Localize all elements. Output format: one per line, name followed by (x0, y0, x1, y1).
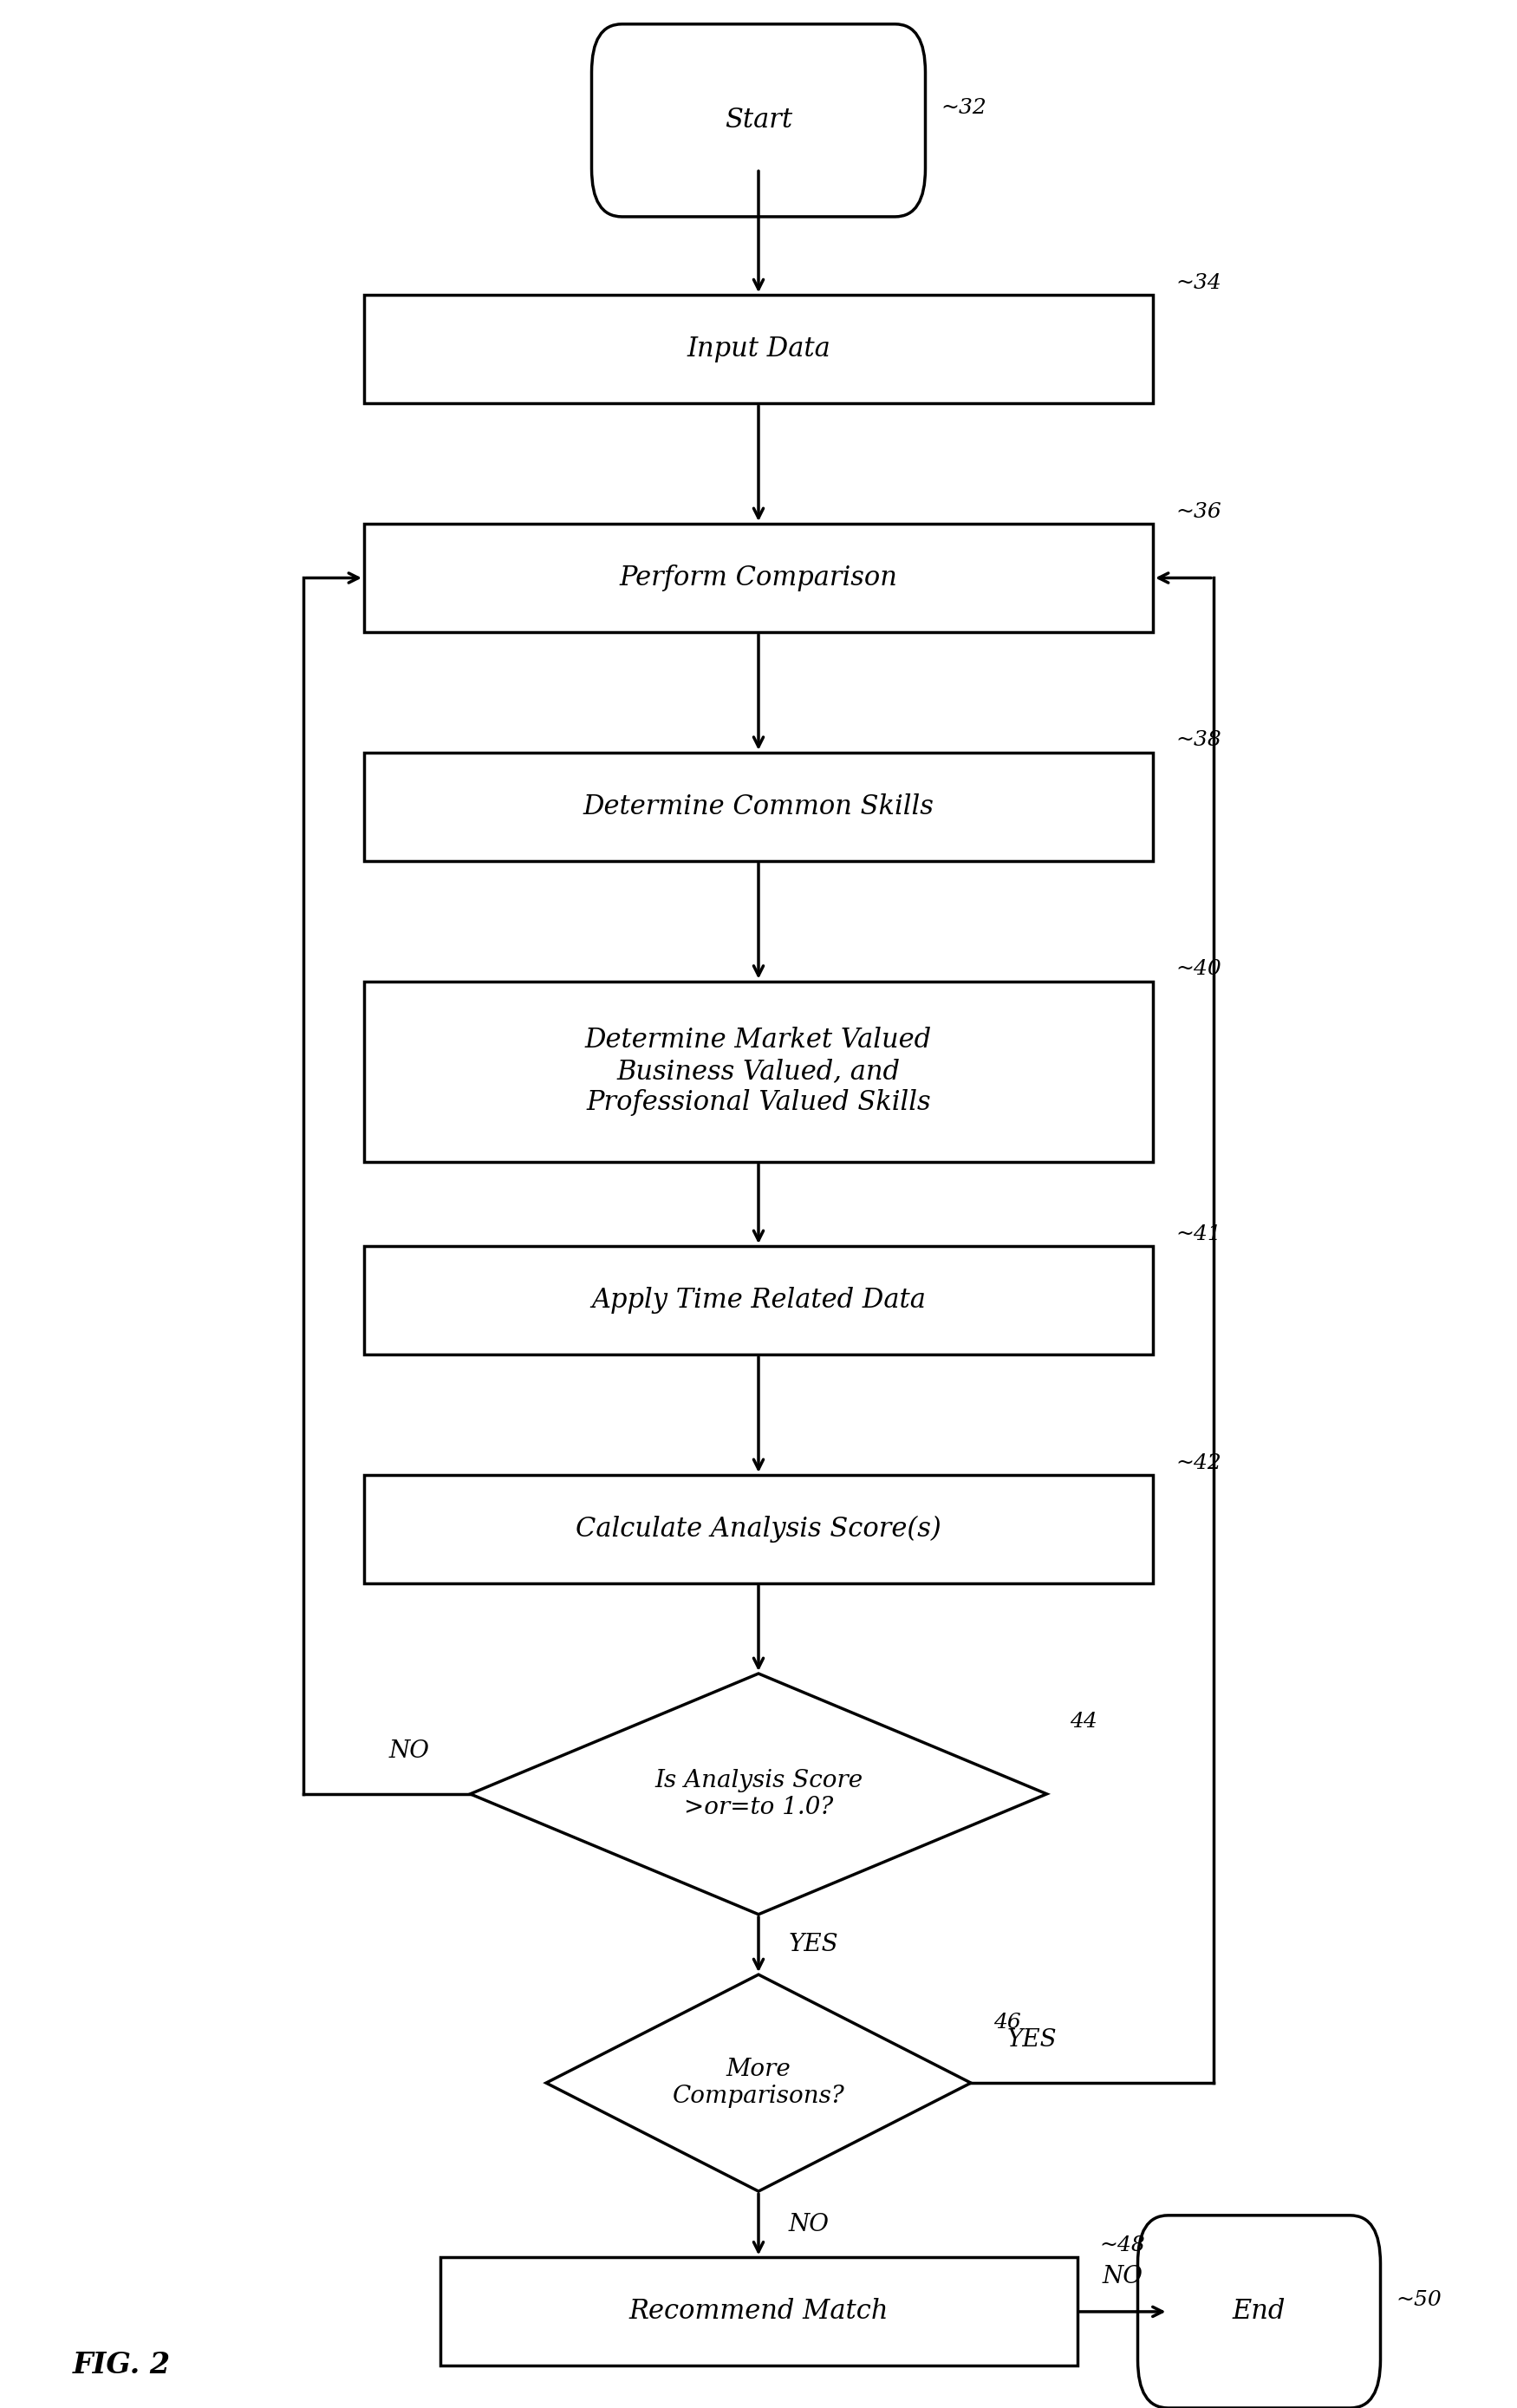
Text: ~42: ~42 (1176, 1452, 1221, 1474)
FancyBboxPatch shape (440, 2259, 1077, 2365)
Text: Determine Common Skills: Determine Common Skills (583, 792, 934, 821)
Text: 44: 44 (1069, 1712, 1097, 1731)
FancyBboxPatch shape (364, 982, 1153, 1163)
FancyBboxPatch shape (592, 24, 925, 217)
FancyBboxPatch shape (1138, 2215, 1380, 2408)
Text: ~36: ~36 (1176, 501, 1221, 523)
Text: NO: NO (789, 2213, 830, 2237)
FancyBboxPatch shape (364, 523, 1153, 631)
FancyBboxPatch shape (364, 1247, 1153, 1353)
Polygon shape (546, 1975, 971, 2191)
Text: Start: Start (725, 106, 792, 135)
Polygon shape (470, 1674, 1047, 1914)
Text: YES: YES (789, 1934, 839, 1955)
Text: Is Analysis Score
>or=to 1.0?: Is Analysis Score >or=to 1.0? (654, 1770, 863, 1818)
Text: ~38: ~38 (1176, 730, 1221, 751)
FancyBboxPatch shape (364, 1474, 1153, 1584)
FancyBboxPatch shape (364, 296, 1153, 405)
Text: Perform Comparison: Perform Comparison (619, 563, 898, 592)
Text: Input Data: Input Data (687, 335, 830, 364)
Text: Recommend Match: Recommend Match (628, 2297, 889, 2326)
Text: NO: NO (1103, 2264, 1142, 2288)
Text: Determine Market Valued
Business Valued, and
Professional Valued Skills: Determine Market Valued Business Valued,… (586, 1028, 931, 1115)
Text: ~40: ~40 (1176, 958, 1221, 980)
Text: NO: NO (390, 1739, 429, 1763)
Text: 46: 46 (994, 2013, 1021, 2032)
Text: Apply Time Related Data: Apply Time Related Data (592, 1286, 925, 1315)
FancyBboxPatch shape (364, 751, 1153, 862)
Text: YES: YES (1007, 2028, 1056, 2052)
Text: Calculate Analysis Score(s): Calculate Analysis Score(s) (576, 1515, 941, 1544)
Text: End: End (1232, 2297, 1286, 2326)
Text: More
Comparisons?: More Comparisons? (672, 2059, 845, 2107)
Text: ~50: ~50 (1396, 2290, 1441, 2309)
Text: ~34: ~34 (1176, 272, 1221, 294)
Text: ~32: ~32 (941, 99, 986, 118)
Text: ~41: ~41 (1176, 1223, 1221, 1245)
Text: FIG. 2: FIG. 2 (73, 2350, 170, 2379)
Text: ~48: ~48 (1100, 2235, 1145, 2256)
